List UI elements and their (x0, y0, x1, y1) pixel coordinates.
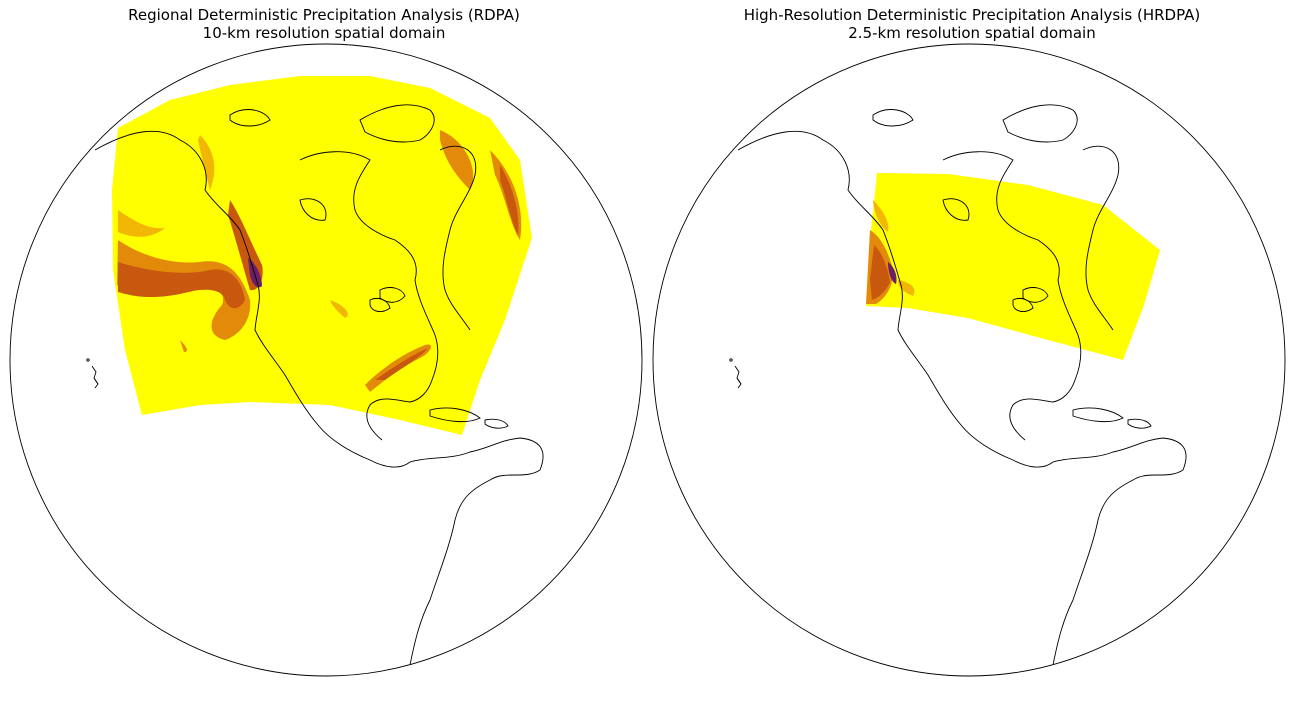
hrdpa-domain (866, 173, 1160, 360)
hrdpa-title-line1: High-Resolution Deterministic Precipitat… (743, 6, 1201, 24)
hrdpa-title-line2: 2.5-km resolution spatial domain (848, 24, 1096, 42)
hrdpa-title: High-Resolution Deterministic Precipitat… (648, 6, 1296, 42)
rdpa-panel: Regional Deterministic Precipitation Ana… (0, 6, 648, 677)
rdpa-coastlines (86, 104, 544, 666)
rdpa-title-line2: 10-km resolution spatial domain (202, 24, 446, 42)
hrdpa-panel: High-Resolution Deterministic Precipitat… (648, 0, 1296, 720)
hrdpa-precip-bands (866, 200, 915, 304)
rdpa-title: Regional Deterministic Precipitation Ana… (0, 6, 648, 42)
hrdpa-globe-map (652, 43, 1286, 677)
rdpa-domain (112, 76, 532, 435)
hrdpa-coastlines (729, 104, 1187, 666)
rdpa-globe-outline (9, 43, 643, 677)
rdpa-title-line1: Regional Deterministic Precipitation Ana… (128, 6, 520, 24)
hrdpa-globe-outline (652, 43, 1286, 677)
rdpa-precip-bands (117, 130, 522, 392)
rdpa-globe-map (9, 43, 643, 677)
